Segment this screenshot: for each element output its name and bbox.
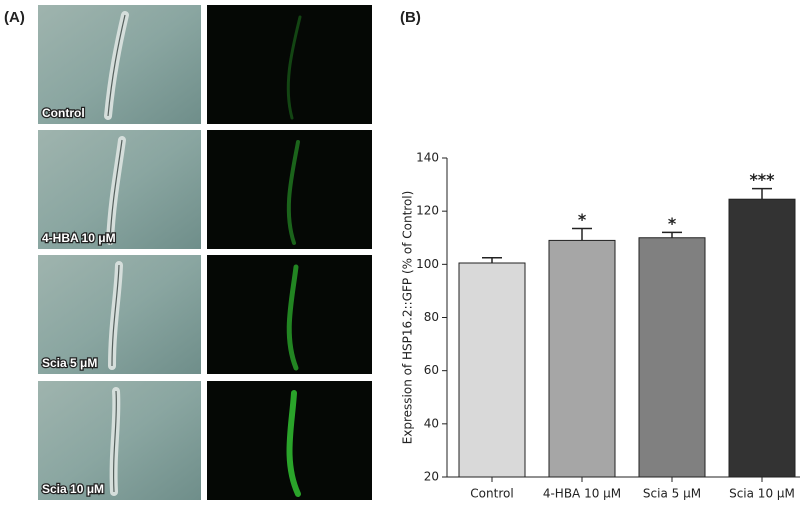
panel-label: (B)	[400, 9, 421, 26]
worm-outline	[109, 139, 123, 242]
gfp-worm	[286, 264, 299, 371]
y-tick-label: 40	[424, 416, 439, 430]
y-tick-label: 140	[416, 151, 439, 165]
y-axis-label: Expression of HSP16.2::GFP (% of Control…	[401, 191, 415, 445]
y-tick-label: 20	[424, 470, 439, 484]
bar	[728, 198, 796, 478]
image-label: 4-HBA 10 μM	[42, 231, 116, 245]
gfp-worm	[286, 390, 301, 497]
y-tick-label: 100	[416, 257, 439, 271]
y-tick-label: 120	[416, 204, 439, 218]
gfp-worm	[286, 140, 300, 245]
bar	[638, 237, 706, 478]
panel-label: (A)	[4, 9, 25, 26]
y-tick-label: 80	[424, 310, 439, 324]
image-label: Scia 10 μM	[42, 482, 104, 496]
fluorescence-image	[207, 5, 372, 124]
bar	[548, 239, 616, 478]
x-tick-label: Scia 5 μM	[643, 487, 701, 501]
y-tick-label: 60	[424, 363, 439, 377]
significance-label: ***	[749, 170, 775, 189]
worm-outline	[107, 14, 126, 117]
significance-label: *	[668, 214, 677, 233]
x-tick-label: Scia 10 μM	[729, 487, 795, 501]
worm-outline	[111, 264, 120, 367]
x-tick-label: 4-HBA 10 μM	[543, 487, 621, 501]
bar	[458, 262, 526, 478]
worm-outline	[113, 390, 117, 493]
x-tick-label: Control	[470, 487, 513, 501]
image-label: Control	[42, 106, 85, 120]
significance-label: *	[578, 210, 587, 229]
gfp-worm	[286, 15, 302, 120]
image-label: Scia 5 μM	[42, 356, 97, 370]
image-panel: Control 4-HBA 10 μM Scia 5 μM Scia 10 μM	[38, 5, 372, 500]
